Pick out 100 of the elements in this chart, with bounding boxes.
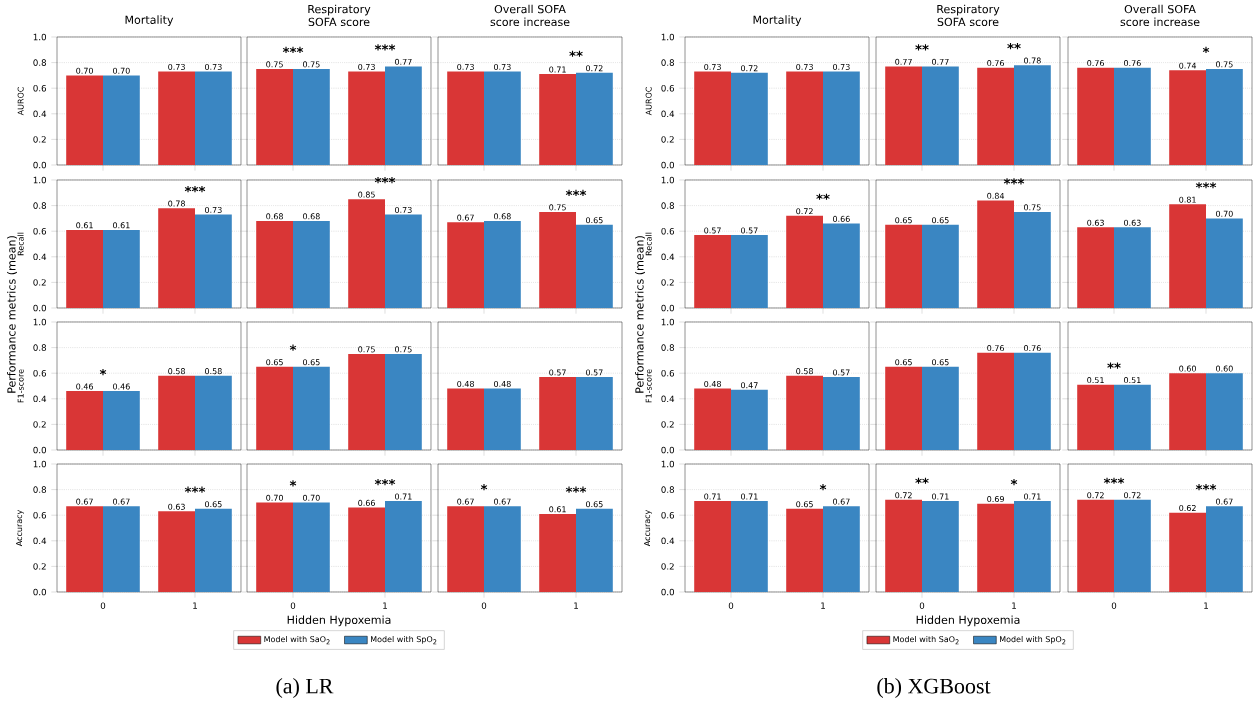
data-label: 0.75 (1024, 204, 1041, 211)
y-axis-title: Accuracy (644, 509, 652, 547)
text: (a) LR (276, 678, 334, 698)
data-label: 0.81 (1179, 196, 1196, 203)
x-axis-title: Hidden Hypoxemia (287, 615, 391, 627)
data-label: 0.75 (303, 61, 320, 68)
y-tick-label: 0.2 (661, 563, 674, 570)
data-label: 0.65 (266, 359, 283, 366)
data-label: 0.75 (266, 61, 283, 68)
y-tick-label: 0.6 (33, 227, 47, 235)
data-label: 0.63 (168, 503, 185, 510)
bar (576, 224, 613, 308)
y-tick-label: 0.6 (33, 511, 47, 519)
y-tick-label: 1.0 (661, 318, 675, 326)
chart-title: Overall SOFA score increase (490, 4, 570, 27)
y-tick-label: 0.4 (33, 253, 47, 261)
y-tick-label: 0.8 (33, 59, 46, 66)
data-label: 0.68 (303, 213, 320, 220)
annotation: *** (374, 177, 396, 184)
y-tick-label: 1.0 (33, 460, 47, 468)
data-label: 0.76 (1024, 345, 1041, 352)
y-tick-label: 0.0 (33, 161, 47, 169)
data-label: 0.71 (395, 493, 412, 500)
data-label: 0.70 (303, 494, 320, 501)
data-label: 0.46 (76, 383, 94, 390)
data-label: 0.71 (549, 66, 566, 73)
legend-label: Model with SaO$_{2}$ (893, 635, 959, 645)
y-tick-label: 0.8 (661, 486, 674, 493)
y-tick-label: 0.8 (33, 202, 46, 209)
data-label: 0.67 (113, 498, 130, 505)
data-label: 0.65 (895, 359, 912, 366)
data-label: 0.60 (1216, 365, 1233, 372)
data-label: 0.67 (457, 214, 474, 221)
y-tick-label: 0.0 (33, 304, 47, 312)
annotation: * (289, 480, 297, 487)
data-label: 0.78 (168, 200, 185, 207)
data-label: 0.76 (1087, 60, 1105, 67)
bar (447, 222, 484, 308)
x-tick-label: 0 (919, 602, 925, 609)
data-label: 0.57 (586, 369, 603, 376)
data-label: 0.67 (833, 498, 850, 505)
data-label: 0.71 (741, 493, 758, 500)
data-label: 0.67 (76, 498, 93, 505)
annotation: * (1202, 46, 1210, 54)
data-label: 0.76 (987, 60, 1005, 67)
bar (694, 388, 731, 450)
data-label: 0.73 (205, 63, 222, 70)
x-tick-label: 1 (821, 602, 825, 609)
data-label: 0.72 (741, 65, 758, 72)
data-label: 0.65 (586, 217, 603, 224)
y-axis-title: F1-score (645, 369, 652, 403)
y-tick-label: 0.4 (661, 253, 675, 261)
data-label: 0.73 (457, 63, 474, 70)
y-tick-label: 0.6 (661, 227, 675, 235)
data-label: 0.73 (205, 206, 222, 213)
y-tick-label: 0.6 (661, 369, 675, 377)
data-label: 0.71 (932, 493, 949, 500)
bar (158, 208, 195, 308)
data-label: 0.58 (205, 368, 222, 375)
data-label: 0.71 (704, 493, 721, 500)
data-label: 0.73 (168, 63, 185, 70)
data-label: 0.85 (358, 191, 375, 198)
y-axis-title: Accuracy (16, 509, 24, 547)
data-label: 0.68 (494, 213, 511, 220)
data-label: 0.65 (205, 501, 222, 508)
bar (484, 220, 521, 308)
x-tick-label: 0 (728, 602, 734, 609)
y-axis-title: Recall (17, 232, 24, 256)
x-tick-label: 0 (1111, 602, 1117, 609)
data-label: 0.67 (1216, 498, 1233, 505)
data-label: 0.65 (932, 359, 949, 366)
annotation: * (1010, 478, 1018, 486)
y-tick-label: 1.0 (33, 176, 47, 184)
annotation: ** (569, 50, 583, 57)
data-label: 0.73 (494, 63, 511, 70)
y-tick-label: 0.8 (661, 202, 674, 209)
y-axis-title: AUROC (17, 87, 24, 116)
annotation: *** (1195, 182, 1217, 189)
data-label: 0.72 (586, 65, 603, 72)
y-tick-label: 0.2 (33, 136, 46, 143)
y-tick-label: 1.0 (33, 33, 47, 41)
data-label: 0.58 (168, 368, 185, 375)
y-tick-label: 1.0 (33, 318, 47, 326)
data-label: 0.46 (113, 383, 130, 390)
data-label: 0.73 (395, 206, 412, 213)
data-label: 0.48 (457, 380, 474, 387)
data-label: 0.76 (987, 345, 1005, 352)
data-label: 0.76 (1124, 60, 1141, 67)
data-label: 0.73 (704, 63, 721, 70)
data-label: 0.73 (833, 63, 850, 70)
data-label: 0.72 (895, 492, 912, 499)
data-label: 0.72 (1087, 492, 1104, 499)
data-label: 0.63 (1124, 219, 1141, 226)
data-label: 0.75 (1216, 61, 1233, 68)
y-tick-label: 0.0 (661, 588, 675, 596)
bar (66, 229, 103, 308)
data-label: 0.75 (358, 346, 375, 353)
annotation: ** (1007, 42, 1021, 50)
bar (823, 377, 860, 450)
data-label: 0.71 (1024, 493, 1041, 500)
